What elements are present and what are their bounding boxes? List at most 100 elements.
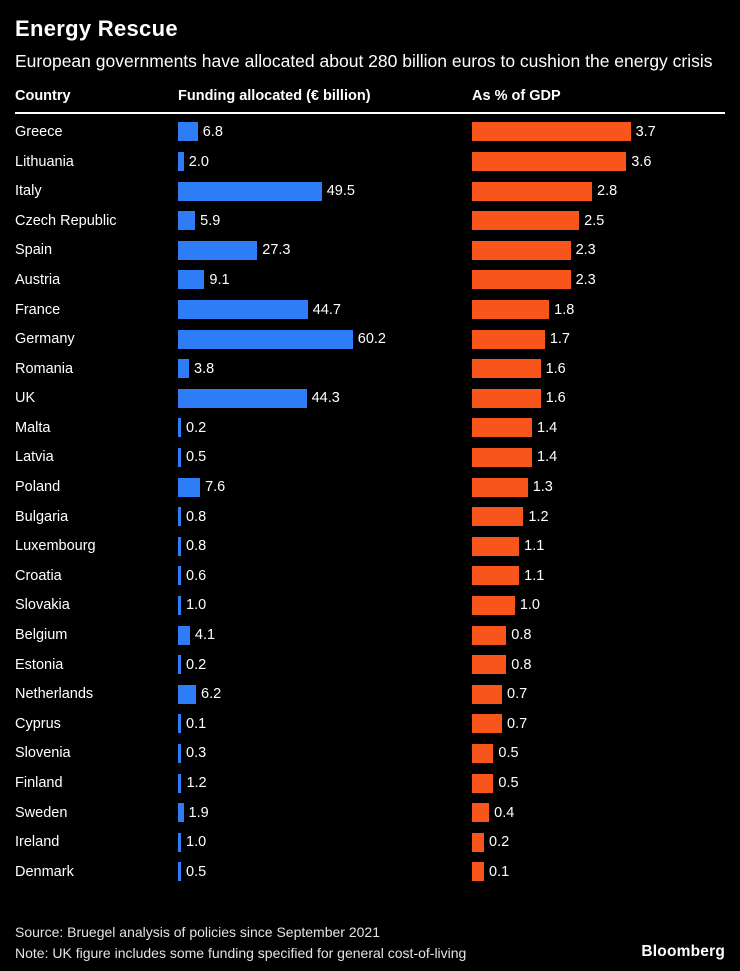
- gdp-cell: 1.3: [472, 472, 725, 502]
- gdp-value: 2.8: [597, 183, 618, 200]
- funding-cell: 49.5: [178, 176, 472, 206]
- gdp-cell: 1.6: [472, 383, 725, 413]
- gdp-bar: [472, 359, 541, 379]
- chart-row: Lithuania 2.0 3.6: [15, 147, 725, 177]
- funding-value: 6.8: [202, 123, 223, 140]
- gdp-value: 1.0: [519, 597, 541, 614]
- funding-value: 1.2: [186, 775, 207, 791]
- gdp-value: 1.4: [537, 449, 558, 466]
- gdp-bar: [472, 743, 494, 763]
- funding-cell: 27.3: [178, 236, 472, 266]
- gdp-bar: [472, 181, 592, 201]
- chart-title: Energy Rescue: [15, 16, 178, 41]
- column-header-gdp: As % of GDP: [472, 88, 561, 105]
- funding-bar: [178, 359, 190, 379]
- funding-cell: 7.6: [178, 472, 472, 502]
- funding-value: 1.0: [186, 597, 207, 614]
- funding-bar: [178, 447, 181, 467]
- gdp-value: 0.2: [489, 834, 510, 851]
- gdp-cell: 2.3: [472, 236, 725, 266]
- funding-bar: [178, 625, 190, 645]
- funding-bar: [178, 329, 353, 349]
- country-label: Denmark: [15, 863, 74, 880]
- country-label: Croatia: [15, 567, 62, 584]
- country-label: UK: [15, 390, 36, 407]
- funding-cell: 6.8: [178, 117, 472, 147]
- chart-row: Croatia 0.6 1.1: [15, 561, 725, 591]
- chart-row: Slovenia 0.3 0.5: [15, 739, 725, 769]
- gdp-bar: [472, 477, 528, 497]
- funding-value: 0.8: [186, 538, 207, 555]
- funding-value: 27.3: [262, 242, 291, 259]
- funding-value: 0.2: [186, 419, 207, 436]
- gdp-value: 2.5: [584, 212, 605, 229]
- gdp-value: 1.7: [549, 331, 571, 348]
- funding-cell: 0.5: [178, 857, 472, 887]
- chart-footer: Source: Bruegel analysis of policies sin…: [15, 923, 725, 963]
- gdp-value: 1.6: [545, 390, 566, 407]
- gdp-bar: [472, 832, 484, 852]
- gdp-value: 1.3: [532, 479, 553, 496]
- country-label: Lithuania: [15, 153, 74, 170]
- funding-value: 4.1: [194, 627, 216, 644]
- chart-row: Ireland 1.0 0.2: [15, 827, 725, 857]
- gdp-cell: 0.4: [472, 798, 725, 828]
- gdp-value: 2.3: [575, 271, 596, 288]
- column-header-funding: Funding allocated (€ billion): [178, 88, 371, 105]
- funding-value: 0.1: [186, 715, 207, 732]
- gdp-cell: 0.8: [472, 620, 725, 650]
- gdp-bar: [472, 566, 520, 586]
- funding-value: 2.0: [188, 153, 209, 170]
- gdp-cell: 1.4: [472, 443, 725, 473]
- gdp-bar: [472, 447, 532, 467]
- gdp-cell: 1.1: [472, 561, 725, 591]
- chart-row: Austria 9.1 2.3: [15, 265, 725, 295]
- gdp-value: 1.6: [545, 360, 566, 377]
- chart-row: Denmark 0.5 0.1: [15, 857, 725, 887]
- funding-value: 0.5: [186, 863, 207, 880]
- gdp-cell: 1.2: [472, 502, 725, 532]
- gdp-value: 0.8: [511, 656, 532, 673]
- chart-row: Belgium 4.1 0.8: [15, 620, 725, 650]
- chart-subtitle: European governments have allocated abou…: [15, 51, 713, 71]
- funding-value: 49.5: [326, 183, 355, 200]
- gdp-bar: [472, 270, 571, 290]
- gdp-cell: 0.5: [472, 768, 725, 798]
- country-label: Bulgaria: [15, 508, 69, 525]
- funding-bar: [178, 240, 258, 260]
- chart-row: Luxembourg 0.8 1.1: [15, 531, 725, 561]
- funding-cell: 0.5: [178, 443, 472, 473]
- gdp-cell: 0.5: [472, 739, 725, 769]
- gdp-value: 0.7: [507, 686, 528, 703]
- bloomberg-logo: Bloomberg: [641, 943, 725, 961]
- gdp-cell: 3.6: [472, 147, 725, 177]
- gdp-cell: 2.8: [472, 176, 725, 206]
- gdp-value: 0.7: [507, 715, 528, 732]
- funding-bar: [178, 743, 181, 763]
- country-label: Austria: [15, 271, 61, 288]
- chart-row: Poland 7.6 1.3: [15, 472, 725, 502]
- funding-cell: 9.1: [178, 265, 472, 295]
- funding-cell: 0.6: [178, 561, 472, 591]
- gdp-bar: [472, 240, 571, 260]
- column-headers: Country Funding allocated (€ billion) As…: [15, 88, 725, 112]
- funding-bar: [178, 477, 201, 497]
- country-label: Italy: [15, 183, 42, 200]
- funding-value: 5.9: [200, 212, 221, 229]
- gdp-bar: [472, 300, 550, 319]
- gdp-cell: 1.1: [472, 531, 725, 561]
- funding-bar: [178, 655, 181, 675]
- gdp-value: 3.7: [635, 123, 656, 140]
- funding-bar: [178, 566, 181, 586]
- gdp-value: 0.1: [489, 863, 510, 880]
- country-label: Czech Republic: [15, 212, 117, 229]
- gdp-value: 1.8: [554, 301, 575, 318]
- funding-cell: 1.2: [178, 768, 472, 798]
- gdp-bar: [472, 152, 627, 172]
- gdp-bar: [472, 329, 545, 349]
- chart-row: France 44.7 1.8: [15, 295, 725, 325]
- funding-bar: [178, 152, 184, 172]
- gdp-cell: 2.5: [472, 206, 725, 236]
- country-label: Cyprus: [15, 715, 61, 732]
- funding-value: 44.3: [311, 390, 340, 407]
